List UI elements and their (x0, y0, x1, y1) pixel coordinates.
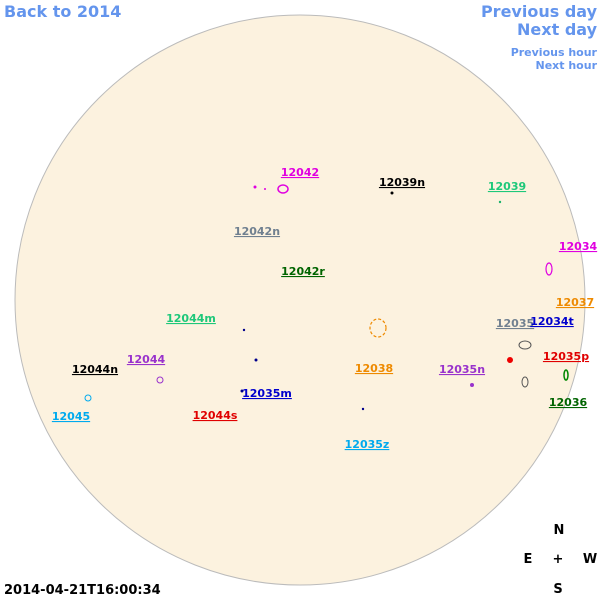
spot (264, 188, 266, 190)
nav-next-day[interactable]: Next day (517, 20, 598, 39)
sunspots (84, 184, 569, 411)
spot (545, 262, 553, 276)
region-label[interactable]: 12036 (549, 396, 588, 409)
region-label[interactable]: 12044 (127, 353, 166, 366)
region-label[interactable]: 12044m (166, 312, 216, 325)
spot (498, 200, 502, 204)
region-label[interactable]: 12038 (355, 362, 393, 375)
nav-back[interactable]: Back to 2014 (4, 2, 121, 21)
spot (563, 369, 569, 381)
spot (240, 389, 244, 393)
region-label[interactable]: 12045 (52, 410, 90, 423)
region-label[interactable]: 12042n (234, 225, 280, 238)
region-label[interactable]: 12035z (345, 438, 390, 451)
spot (507, 357, 513, 363)
region-label[interactable]: 12035n (439, 363, 485, 376)
region-label[interactable]: 12039n (379, 176, 425, 189)
spot (277, 184, 289, 194)
region-label[interactable]: 12039 (488, 180, 526, 193)
region-label[interactable]: 12034t (530, 315, 574, 328)
region-label[interactable]: 12035p (543, 350, 589, 363)
spot (369, 318, 387, 338)
compass-east: E (524, 552, 533, 567)
compass-north: N (554, 523, 565, 538)
region-label[interactable]: 12044s (193, 409, 238, 422)
region-label[interactable]: 12042r (281, 265, 325, 278)
nav-next-hour[interactable]: Next hour (536, 59, 598, 72)
compass-west: W (583, 552, 597, 567)
spot (84, 394, 92, 402)
spot (518, 340, 532, 350)
spot (390, 191, 394, 195)
region-labels: 12042 12039n 12039 12042n 12034 12042r 1… (52, 166, 598, 451)
spot (470, 383, 474, 387)
spot (361, 407, 365, 411)
compass-south: S (553, 582, 562, 597)
spot (521, 376, 529, 388)
region-label[interactable]: 12044n (72, 363, 118, 376)
region-label[interactable]: 12034 (559, 240, 598, 253)
spot (156, 376, 164, 384)
region-label[interactable]: 12042 (281, 166, 319, 179)
solar-disk (14, 14, 586, 586)
nav-previous-hour[interactable]: Previous hour (511, 46, 598, 59)
spot (254, 358, 258, 362)
region-label[interactable]: 12037 (556, 296, 594, 309)
timestamp: 2014-04-21T16:00:34 (4, 583, 161, 598)
spot (242, 328, 246, 332)
region-label[interactable]: 12035m (242, 387, 292, 400)
region-label[interactable]: 12035 (496, 317, 534, 330)
spot (253, 185, 257, 189)
compass-center: + (553, 552, 564, 567)
nav-previous-day[interactable]: Previous day (481, 2, 598, 21)
